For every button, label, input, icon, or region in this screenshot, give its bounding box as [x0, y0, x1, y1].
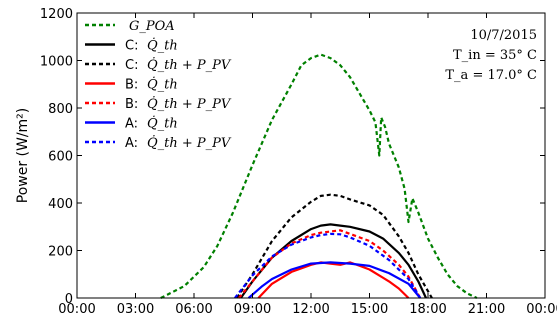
x-tick-label: 03:00	[117, 302, 154, 317]
series-line-5	[247, 261, 422, 299]
legend-label: Q̇_th	[147, 115, 178, 131]
y-tick-label: 400	[48, 197, 73, 212]
legend-label: Q̇_th + P_PV	[147, 135, 232, 151]
y-axis-label: Power (W/m²)	[15, 108, 31, 204]
legend-label: G_POA	[129, 19, 175, 34]
legend-label: Q̇_th	[147, 37, 178, 53]
x-tick-label: 18:00	[409, 302, 446, 317]
annotation-text: T_a = 17.0° C	[445, 68, 537, 83]
annotation-text: T_in = 35° C	[453, 48, 537, 63]
y-tick-label: 800	[48, 102, 73, 117]
y-tick-label: 1000	[40, 55, 73, 70]
axis-ticks: 0 200 400 600 800 1000 1200 00:00 03:00 06:00 09:0…	[40, 7, 557, 317]
y-tick-label: 200	[48, 245, 73, 260]
x-tick-label: 15:00	[351, 302, 388, 317]
x-tick-label: 21:00	[468, 302, 505, 317]
legend-label: Q̇_th + P_PV	[147, 57, 232, 73]
legend-prefix: C:	[125, 39, 138, 54]
x-tick-label: 12:00	[292, 302, 329, 317]
y-tick-label: 600	[48, 150, 73, 165]
legend-prefix: B:	[125, 97, 138, 112]
y-tick-label: 0	[65, 292, 73, 307]
annotation-text: 10/7/2015	[470, 28, 537, 43]
y-tick-label: 1200	[40, 7, 73, 22]
x-tick-label: 06:00	[175, 302, 212, 317]
series-line-2	[235, 193, 433, 299]
legend-prefix: C:	[125, 58, 138, 73]
legend-prefix: B:	[125, 78, 138, 93]
legend-prefix: A:	[125, 117, 138, 132]
series-line-3	[257, 261, 410, 299]
legend-label: Q̇_th + P_PV	[147, 96, 232, 112]
legend-prefix: A:	[125, 136, 138, 151]
x-tick-label: 00:00	[526, 302, 557, 317]
legend-label: Q̇_th	[147, 76, 178, 92]
series-line-6	[234, 232, 422, 299]
legend: G_POA C: Q̇_th C: Q̇_th + P_PV B: Q̇_th B: Q̇_th…	[85, 19, 232, 151]
x-tick-label: 00:00	[58, 302, 95, 317]
annotations: 10/7/2015 T_in = 35° C T_a = 17.0° C	[445, 28, 537, 83]
plot-marks	[160, 53, 478, 299]
series-line-0	[160, 53, 478, 299]
x-tick-label: 09:00	[234, 302, 271, 317]
